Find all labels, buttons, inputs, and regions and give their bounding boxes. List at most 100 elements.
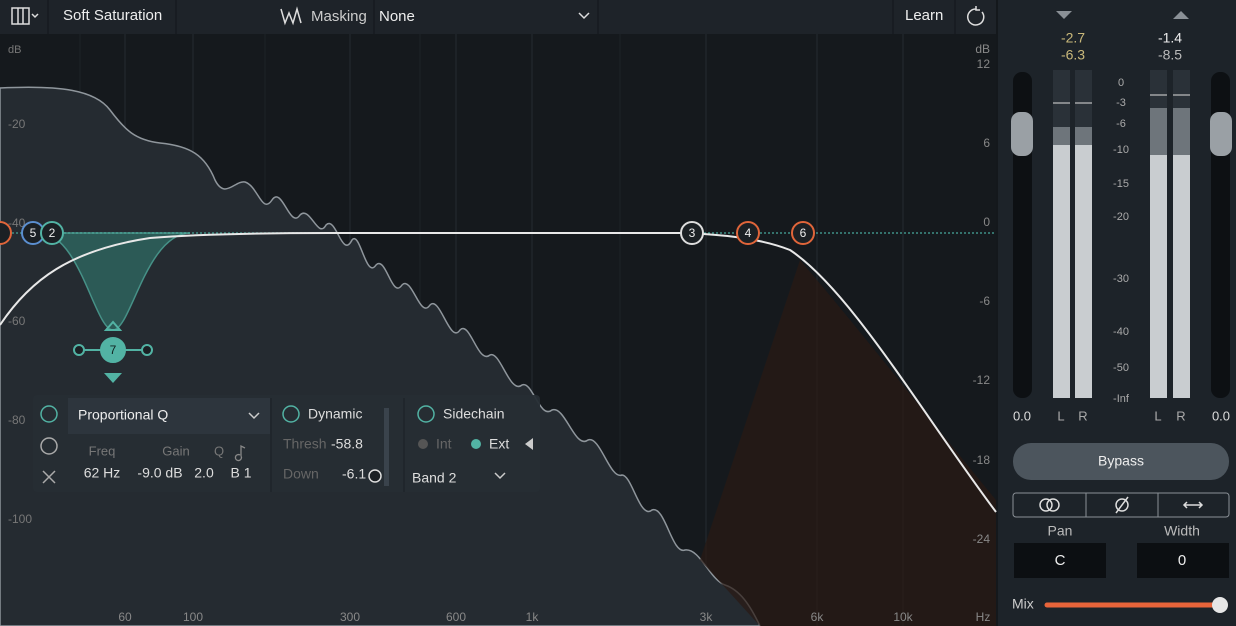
eq-node[interactable]: [40, 221, 64, 245]
q-handle[interactable]: [141, 344, 153, 356]
freq-label: Hz: [976, 610, 991, 624]
freq-label: 100: [183, 610, 203, 624]
param-value: 2.0: [194, 465, 214, 481]
node-label: 6: [800, 226, 807, 240]
freq-label: 1k: [526, 610, 540, 624]
meter-scale: -10: [1113, 144, 1129, 156]
freq-label: 10k: [893, 610, 913, 624]
input-fader-knob[interactable]: [1011, 112, 1033, 156]
node-label: 2: [49, 226, 56, 240]
freq-label: 300: [340, 610, 360, 624]
meters: [1053, 70, 1190, 398]
pan-value: C: [1055, 552, 1066, 569]
output-peak: -1.4: [1158, 30, 1182, 46]
masking-icon: [280, 6, 302, 26]
freq-label: 600: [446, 610, 466, 624]
delete-icon[interactable]: [42, 470, 56, 484]
pan-box[interactable]: [1014, 543, 1106, 578]
input-peak: -2.7: [1061, 30, 1085, 46]
note-icon: [234, 444, 246, 462]
toolbar-separators: [47, 0, 956, 34]
bypass-button[interactable]: [1013, 443, 1229, 480]
shape-select[interactable]: [68, 398, 270, 434]
right-db-label: 0: [983, 215, 990, 229]
param-value: 62 Hz: [84, 465, 121, 481]
collapse-arrow[interactable]: [525, 438, 533, 450]
dropdown-arrow[interactable]: [578, 12, 590, 20]
input-gain: 0.0: [1013, 408, 1031, 423]
param-value: -9.0 dB: [137, 465, 182, 481]
masking-value: None: [379, 8, 415, 25]
left-db-label: -80: [8, 413, 26, 427]
meter-scale: -15: [1113, 178, 1129, 190]
down-label: Down: [283, 466, 319, 482]
thresh-value: -58.8: [331, 436, 363, 452]
eq-node[interactable]: [791, 221, 815, 245]
eq-node[interactable]: [680, 221, 704, 245]
preset-name: Soft Saturation: [63, 7, 162, 24]
q-handle[interactable]: [73, 344, 85, 356]
width-value: 0: [1178, 552, 1186, 569]
node-label: 5: [30, 226, 37, 240]
channel-label: L: [1057, 408, 1064, 423]
left-unit: dB: [8, 44, 21, 56]
dynamic-meter: [384, 408, 389, 486]
ext-radio[interactable]: [471, 439, 481, 449]
shape-name: Proportional Q: [78, 407, 168, 423]
output-rms: -8.5: [1158, 47, 1182, 63]
mode-buttons[interactable]: [1012, 492, 1230, 518]
freq-label: 6k: [811, 610, 825, 624]
meter-arrows: [1056, 11, 1189, 19]
ext-label: Ext: [489, 436, 509, 452]
right-unit: dB: [975, 42, 990, 56]
width-label: Width: [1164, 523, 1200, 539]
sidechain-label: Sidechain: [443, 406, 505, 422]
right-db-label: -24: [973, 532, 991, 546]
node-1[interactable]: [0, 221, 12, 245]
output-fader-knob[interactable]: [1210, 112, 1232, 156]
node-label: 7: [110, 343, 117, 357]
eq-node[interactable]: [736, 221, 760, 245]
toolbar: [0, 0, 996, 34]
meter-scale: -Inf: [1113, 393, 1130, 405]
node-label: 3: [689, 226, 696, 240]
down-value: -6.1: [342, 466, 366, 482]
meter-scale: -20: [1113, 211, 1129, 223]
meter-scale: -6: [1116, 118, 1126, 130]
meter-scale: -3: [1116, 97, 1126, 109]
right-db-label: 12: [977, 57, 991, 71]
down-knob[interactable]: [368, 469, 382, 483]
freq-label: 60: [118, 610, 132, 624]
learn-button: Learn: [905, 7, 943, 24]
layout-icon[interactable]: [11, 7, 30, 25]
reset-icon[interactable]: [967, 6, 985, 26]
meter-scale: 0: [1118, 77, 1124, 89]
param-header: Q: [214, 443, 224, 458]
channel-label: R: [1176, 408, 1185, 423]
eq-node[interactable]: [100, 337, 126, 363]
solo-icon[interactable]: [40, 437, 58, 455]
mix-knob[interactable]: [1212, 597, 1228, 613]
dropdown-arrows: [248, 412, 506, 480]
dynamic-label: Dynamic: [308, 406, 362, 422]
left-db-label: -40: [8, 216, 26, 230]
output-gain: 0.0: [1212, 408, 1230, 423]
param-header: Freq: [89, 443, 116, 458]
masking-label: Masking: [311, 8, 367, 25]
int-radio[interactable]: [418, 439, 428, 449]
int-label: Int: [436, 436, 452, 452]
right-db-label: -6: [979, 294, 990, 308]
layout-icon-detail: [17, 8, 39, 24]
width-box[interactable]: [1137, 543, 1229, 578]
bypass-label: Bypass: [1098, 453, 1144, 469]
power-icons[interactable]: [40, 405, 435, 423]
meter-scale: -50: [1113, 362, 1129, 374]
right-db-label: -12: [973, 373, 991, 387]
band-select: Band 2: [412, 470, 457, 486]
thresh-label: Thresh: [283, 436, 327, 452]
pan-label: Pan: [1048, 523, 1073, 539]
mix-label: Mix: [1012, 596, 1034, 612]
left-db-label: -60: [8, 314, 26, 328]
right-db-label: 6: [983, 136, 990, 150]
